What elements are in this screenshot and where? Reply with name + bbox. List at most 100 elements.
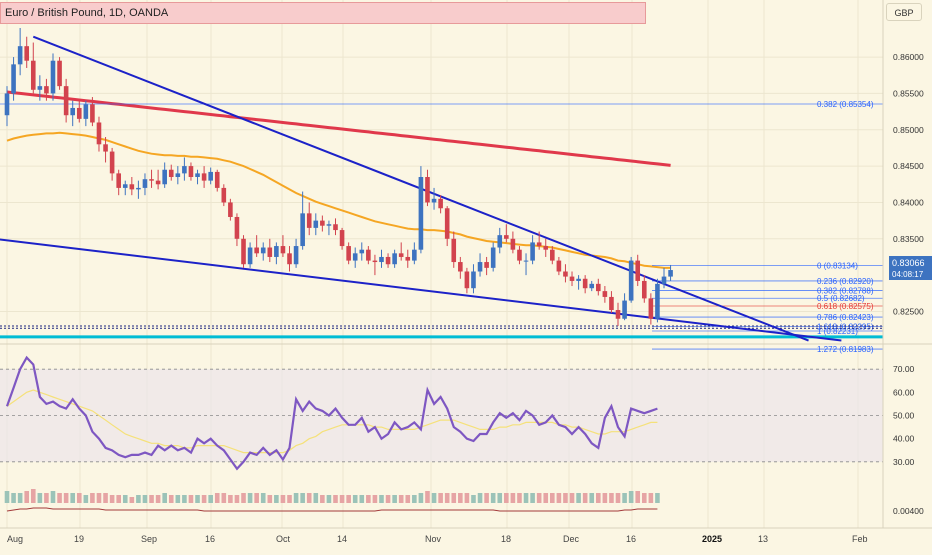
candle-body <box>418 177 424 250</box>
volume-bar <box>83 495 89 503</box>
candle-body <box>504 235 509 239</box>
rsi-tick-label: 30.00 <box>893 457 915 467</box>
volume-bar <box>418 493 424 503</box>
candle-body <box>149 179 154 181</box>
price-badge-bg <box>889 256 932 280</box>
candle-body <box>142 179 148 188</box>
candle-body <box>234 216 240 239</box>
candle-body <box>471 271 476 289</box>
fib-level-label: 0.382 (0.85354) <box>817 100 874 109</box>
fib-level-label: 0.382 (0.82788) <box>817 287 874 296</box>
volume-bar <box>76 493 82 503</box>
volume-bar <box>228 495 233 503</box>
fib-level-label: 1 (0.82231) <box>817 327 858 336</box>
candle-body <box>260 247 266 254</box>
candle-body <box>63 86 69 116</box>
price-badge-price: 0.83066 <box>892 258 925 268</box>
fib-level-label: 0.786 (0.82423) <box>817 313 874 322</box>
x-tick-label: 16 <box>626 534 636 544</box>
candle-body <box>182 166 187 174</box>
x-tick-label: Oct <box>276 534 291 544</box>
currency-button[interactable]: GBP <box>886 3 922 21</box>
candle-body <box>477 262 483 272</box>
symbol-header[interactable]: Euro / British Pound, 1D, OANDA <box>0 2 646 24</box>
candle-body <box>352 253 358 261</box>
candle-body <box>4 93 10 116</box>
candle-body <box>57 60 62 87</box>
x-tick-label: Sep <box>141 534 157 544</box>
rsi-ma-line <box>6 389 658 454</box>
candle-body <box>188 166 194 178</box>
candle-body <box>359 249 365 254</box>
candle-body <box>70 107 75 116</box>
volume-bar <box>116 495 121 503</box>
candle-body <box>464 271 470 289</box>
volume-bar <box>274 495 279 503</box>
y-tick-label: 0.83500 <box>893 234 924 244</box>
volume-bar <box>372 495 378 503</box>
candle-body <box>17 46 23 65</box>
candle-body <box>517 249 522 261</box>
volume-bar <box>543 493 549 503</box>
candle-body <box>392 253 397 265</box>
candle-body <box>523 260 529 262</box>
symbol-title: Euro / British Pound, 1D, OANDA <box>5 7 169 19</box>
candle-body <box>208 171 213 181</box>
indicator-tick-label: 0.00400 <box>893 506 924 516</box>
candle-body <box>241 238 246 265</box>
fib-retracement: 0 (0.83134) 0.236 (0.82920)0.382 (0.82788… <box>0 100 883 354</box>
candle-body <box>214 171 220 188</box>
volume-bar <box>635 491 641 503</box>
candle-body <box>24 46 30 61</box>
volume-bar <box>517 493 522 503</box>
volume-bar <box>602 493 608 503</box>
candle-body <box>300 213 305 247</box>
candle-body <box>228 202 233 217</box>
volume-bar <box>70 493 75 503</box>
volume-bar <box>352 495 358 503</box>
candle-body <box>44 86 49 94</box>
volume-bar <box>168 495 174 503</box>
moving-averages <box>6 90 671 269</box>
candle-body <box>648 298 654 319</box>
trendline-lower <box>0 238 842 342</box>
candle-body <box>405 256 411 261</box>
volume-bar <box>655 493 660 503</box>
volume-bar <box>504 493 509 503</box>
candle-body <box>641 280 647 299</box>
candle-body <box>109 151 115 174</box>
candle-body <box>30 60 36 90</box>
volume-bar <box>96 493 102 503</box>
candle-body <box>372 260 378 263</box>
volume-bar <box>247 493 253 503</box>
volume-bar <box>648 493 654 503</box>
y-tick-label: 0.82500 <box>893 306 924 316</box>
candle-body <box>589 283 595 289</box>
volume-bar <box>582 493 588 503</box>
candle-body <box>438 198 443 209</box>
volume-bar <box>385 495 391 503</box>
candle-body <box>201 173 207 181</box>
volume-bar <box>293 493 299 503</box>
indicator-line <box>6 507 658 512</box>
volume-bar <box>497 493 503 503</box>
volume-bar <box>287 495 292 503</box>
x-tick-label: 18 <box>501 534 511 544</box>
candle-body <box>385 256 391 265</box>
volume-bar <box>451 493 457 503</box>
candle-body <box>615 310 621 319</box>
volume-bar <box>438 493 443 503</box>
volume-panel <box>4 489 660 503</box>
volume-bar <box>346 495 351 503</box>
volume-bar <box>366 495 371 503</box>
volume-bar <box>254 493 259 503</box>
volume-bar <box>609 493 614 503</box>
candle-body <box>536 242 542 247</box>
volume-bar <box>444 493 450 503</box>
candle-body <box>129 184 135 190</box>
volume-bar <box>149 495 154 503</box>
candle-body <box>661 276 667 284</box>
volume-bar <box>267 495 273 503</box>
